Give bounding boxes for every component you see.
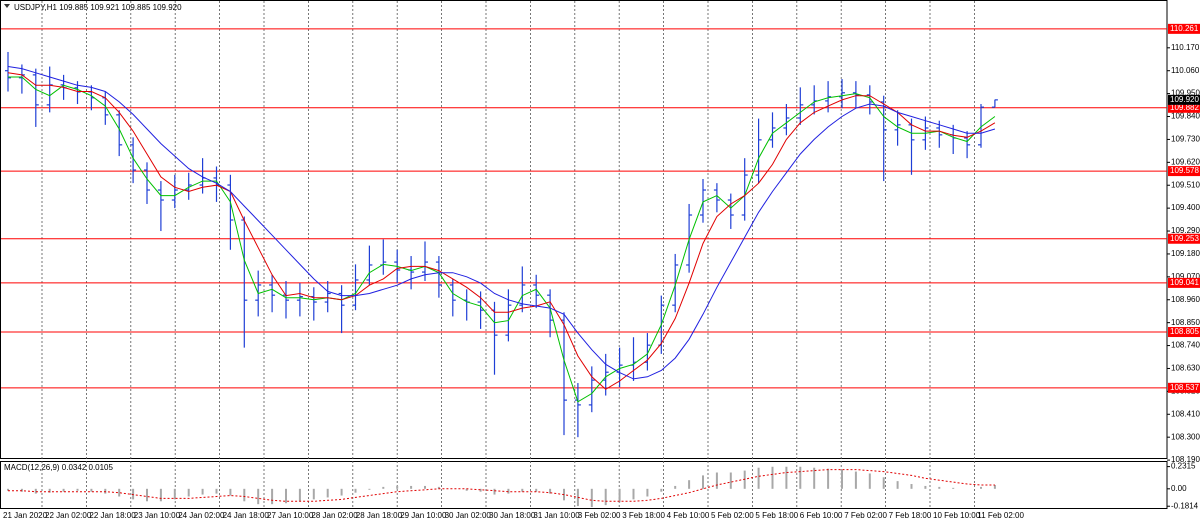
y-tick-label: 109.620 [1171, 157, 1200, 166]
y-tick-label: 0.00 [1171, 484, 1187, 493]
time-label: 24 Jan 18:00 [223, 511, 270, 520]
current-price-box [1168, 94, 1200, 105]
macd-title: MACD(12,26,9) 0.0342 0.0105 [4, 463, 114, 472]
level-label: 109.882 [1170, 103, 1199, 112]
time-label: 30 Jan 02:00 [445, 511, 492, 520]
moving-average [7, 72, 996, 390]
level-label: 108.537 [1170, 383, 1199, 392]
y-tick-label: 108.850 [1171, 318, 1200, 327]
time-label: 22 Jan 02:00 [45, 511, 92, 520]
time-label: 3 Feb 02:00 [578, 511, 621, 520]
time-label: 28 Jan 18:00 [356, 511, 403, 520]
y-tick-label: 109.730 [1171, 135, 1200, 144]
time-label: 30 Jan 18:00 [489, 511, 536, 520]
y-tick-label: 109.400 [1171, 203, 1200, 212]
y-tick-label: 109.950 [1171, 89, 1200, 98]
y-tick-label: 110.060 [1171, 66, 1200, 75]
time-label: 24 Jan 02:00 [178, 511, 225, 520]
level-label-box [1168, 102, 1200, 113]
time-label: 10 Feb 10:00 [933, 511, 981, 520]
level-label: 110.261 [1170, 24, 1199, 33]
time-label: 7 Feb 02:00 [844, 511, 887, 520]
moving-average [8, 76, 996, 403]
level-label-box [1168, 277, 1200, 288]
chart-title: USDJPY,H1 109.885 109.921 109.885 109.92… [14, 3, 182, 12]
level-label: 109.041 [1170, 278, 1199, 287]
menu-icon[interactable] [4, 4, 10, 8]
level-label-box [1168, 233, 1200, 244]
moving-average [7, 66, 996, 380]
time-label: 5 Feb 18:00 [755, 511, 798, 520]
time-label: 31 Jan 10:00 [533, 511, 580, 520]
macd-panel-frame [0, 461, 1168, 509]
time-label: 7 Feb 18:00 [889, 511, 932, 520]
time-label: 3 Feb 18:00 [622, 511, 665, 520]
main-panel-frame [0, 0, 1168, 459]
time-label: 5 Feb 02:00 [711, 511, 754, 520]
time-label: 6 Feb 10:00 [800, 511, 843, 520]
macd-signal [8, 469, 995, 502]
y-tick-label: 109.510 [1171, 180, 1200, 189]
y-tick-label: 108.740 [1171, 341, 1200, 350]
y-tick-label: 108.410 [1171, 409, 1200, 418]
time-label: 4 Feb 10:00 [667, 511, 710, 520]
level-label: 109.253 [1170, 234, 1199, 243]
level-label-box [1168, 382, 1200, 393]
time-label: 21 Jan 2020 [3, 511, 48, 520]
level-label: 109.578 [1170, 166, 1199, 175]
y-tick-label: 109.290 [1171, 226, 1200, 235]
y-tick-label: 0.2315 [1171, 462, 1196, 471]
time-label: 27 Jan 10:00 [267, 511, 314, 520]
level-label-box [1168, 166, 1200, 177]
time-label: 22 Jan 18:00 [89, 511, 136, 520]
y-tick-label: 108.630 [1171, 364, 1200, 373]
time-label: 11 Feb 02:00 [977, 511, 1024, 520]
time-label: 29 Jan 10:00 [400, 511, 447, 520]
y-tick-label: 110.170 [1171, 43, 1200, 52]
level-label-box [1168, 327, 1200, 338]
level-label-box [1168, 23, 1200, 34]
y-tick-label: 109.070 [1171, 272, 1200, 281]
level-label: 108.805 [1170, 327, 1199, 336]
y-tick-label: 108.190 [1171, 455, 1200, 464]
time-label: 23 Jan 10:00 [134, 511, 181, 520]
y-tick-label: 109.180 [1171, 249, 1200, 258]
y-tick-label: 108.960 [1171, 295, 1200, 304]
y-tick-label: 108.300 [1171, 432, 1200, 441]
y-tick-label: -0.1814 [1171, 501, 1199, 510]
y-tick-label: 109.840 [1171, 112, 1200, 121]
time-label: 28 Jan 02:00 [311, 511, 358, 520]
current-price-label: 109.920 [1170, 95, 1199, 104]
